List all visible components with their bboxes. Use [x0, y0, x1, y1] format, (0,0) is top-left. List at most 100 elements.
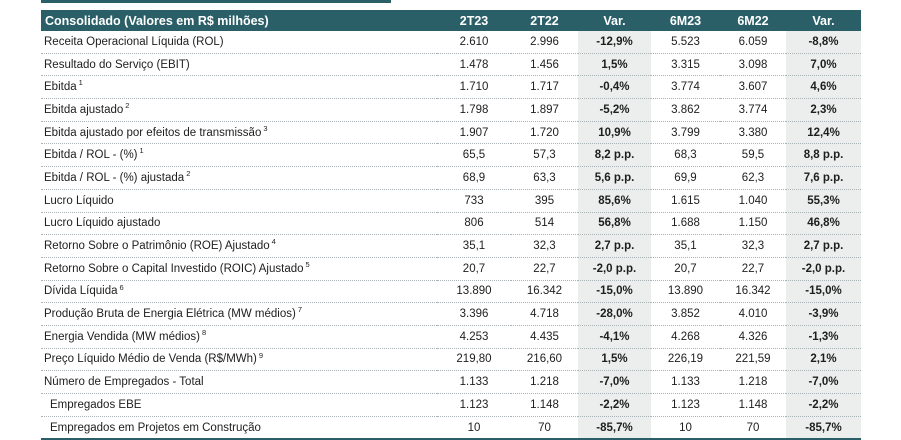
row-label: Retorno Sobre o Patrimônio (ROE) Ajustad…: [44, 240, 270, 253]
row-label-cell: Ebitda ajustado 2: [41, 98, 437, 122]
value-cell: 6.059: [720, 31, 786, 54]
value-cell: 16.342: [511, 280, 578, 304]
variation-cell: -5,2%: [578, 98, 651, 122]
row-label-cell: Ebitda / ROL - (%) ajustada 2: [41, 166, 437, 190]
row-label: Energia Vendida (MW médios): [44, 330, 200, 343]
variation-cell: -15,0%: [578, 280, 651, 304]
value-cell: 1.720: [511, 121, 578, 145]
value-cell: 35,1: [437, 234, 511, 258]
row-label: Empregados EBE: [50, 398, 142, 411]
value-cell: 1.150: [720, 212, 786, 236]
value-cell: 69,9: [651, 166, 720, 190]
row-label-cell: Preço Líquido Médio de Venda (R$/MWh) 9: [41, 348, 437, 372]
value-cell: 1.897: [511, 98, 578, 122]
row-label: Ebitda: [44, 81, 77, 94]
variation-cell: -2,2%: [578, 393, 651, 417]
variation-cell: 56,8%: [578, 212, 651, 236]
table-row: Dívida Líquida 6 13.890 16.342 -15,0% 13.890 1…: [41, 280, 861, 304]
value-cell: 226,19: [651, 348, 720, 372]
variation-cell: -2,0 p.p.: [578, 257, 651, 281]
value-cell: 13.890: [651, 280, 720, 304]
row-label: Produção Bruta de Energia Elétrica (MW m…: [44, 308, 296, 321]
table-row: Receita Operacional Líquida (ROL) 2.610 2.…: [41, 31, 861, 54]
financial-summary-table: Consolidado (Valores em R$ milhões) 2T23…: [41, 10, 861, 440]
row-label-cell: Produção Bruta de Energia Elétrica (MW m…: [41, 302, 437, 326]
row-label: Resultado do Serviço (EBIT): [44, 58, 190, 71]
table-row: Retorno Sobre o Capital Investido (ROIC)…: [41, 257, 861, 281]
row-label-cell: Ebitda 1: [41, 75, 437, 100]
value-cell: 1.478: [437, 53, 511, 77]
value-cell: 1.218: [720, 370, 786, 394]
table-row: Número de Empregados - Total 1.133 1.218 -7…: [41, 370, 861, 394]
value-cell: 4.435: [511, 325, 578, 349]
variation-cell: 2,7 p.p.: [578, 234, 651, 258]
value-cell: 1.907: [437, 121, 511, 145]
value-cell: 1.798: [437, 98, 511, 122]
table-row: Ebitda / ROL - (%) ajustada 2 68,9 63,3 5,6 …: [41, 166, 861, 190]
row-label: Preço Líquido Médio de Venda (R$/MWh): [44, 353, 257, 366]
value-cell: 733: [437, 189, 511, 213]
variation-cell: 55,3%: [786, 189, 861, 213]
value-cell: 22,7: [511, 257, 578, 281]
variation-cell: 7,6 p.p.: [786, 166, 861, 190]
value-cell: 3.396: [437, 302, 511, 326]
value-cell: 5.523: [651, 31, 720, 54]
value-cell: 62,3: [720, 166, 786, 190]
footnote-marker: 3: [263, 123, 268, 133]
value-cell: 32,3: [720, 234, 786, 258]
value-cell: 70: [720, 416, 786, 440]
row-label-cell: Empregados EBE: [41, 393, 437, 417]
variation-cell: -85,7%: [786, 416, 861, 440]
variation-cell: 12,4%: [786, 121, 861, 145]
value-cell: 4.326: [720, 325, 786, 349]
table-row: Energia Vendida (MW médios) 8 4.253 4.435 -4…: [41, 325, 861, 349]
footnote-marker: 9: [258, 350, 264, 360]
variation-cell: 1,5%: [578, 348, 651, 372]
row-label: Dívida Líquida: [44, 285, 118, 298]
variation-cell: -3,9%: [786, 302, 861, 326]
variation-cell: 8,8 p.p.: [786, 143, 861, 168]
value-cell: 3.315: [651, 53, 720, 77]
variation-cell: -85,7%: [578, 416, 651, 440]
value-cell: 13.890: [437, 280, 511, 304]
value-cell: 10: [437, 416, 511, 440]
row-label: Ebitda / ROL - (%) ajustada: [44, 171, 185, 184]
value-cell: 3.098: [720, 53, 786, 77]
value-cell: 2.996: [511, 31, 578, 54]
row-label: Ebitda / ROL - (%): [44, 149, 138, 162]
variation-cell: -12,9%: [578, 31, 651, 54]
value-cell: 3.799: [651, 121, 720, 145]
row-label: Lucro Líquido ajustado: [44, 217, 161, 230]
header-title: Consolidado (Valores em R$ milhões): [45, 13, 269, 28]
variation-cell: 8,2 p.p.: [578, 143, 651, 168]
row-label-cell: Resultado do Serviço (EBIT): [41, 53, 437, 77]
value-cell: 514: [511, 212, 578, 236]
footnote-marker: 5: [305, 259, 310, 269]
value-cell: 1.133: [437, 370, 511, 394]
row-label-cell: Dívida Líquida 6: [41, 280, 437, 304]
row-label: Ebitda ajustado por efeitos de transmiss…: [44, 126, 262, 139]
value-cell: 20,7: [651, 257, 720, 281]
row-label-cell: Empregados em Projetos em Construção: [41, 416, 437, 440]
value-cell: 16.342: [720, 280, 786, 304]
row-label-cell: Retorno Sobre o Capital Investido (ROIC)…: [41, 257, 437, 281]
row-label-cell: Receita Operacional Líquida (ROL): [41, 31, 437, 54]
variation-cell: 85,6%: [578, 189, 651, 213]
header-2t23: 2T23: [459, 13, 489, 28]
table-row: Resultado do Serviço (EBIT) 1.478 1.456 1,5…: [41, 53, 861, 77]
row-label: Lucro Líquido: [44, 194, 114, 207]
variation-cell: 2,1%: [786, 348, 861, 372]
value-cell: 1.688: [651, 212, 720, 236]
header-2t22: 2T22: [530, 13, 559, 28]
variation-cell: -0,4%: [578, 75, 651, 100]
row-label: Número de Empregados - Total: [44, 376, 204, 389]
variation-cell: 5,6 p.p.: [578, 166, 651, 190]
row-label: Receita Operacional Líquida (ROL): [44, 35, 224, 48]
variation-cell: 4,6%: [786, 75, 861, 100]
variation-cell: 46,8%: [786, 212, 861, 236]
variation-cell: -4,1%: [578, 325, 651, 349]
value-cell: 3.380: [720, 121, 786, 145]
variation-cell: 1,5%: [578, 53, 651, 77]
value-cell: 22,7: [720, 257, 786, 281]
row-label-cell: Ebitda ajustado por efeitos de transmiss…: [41, 121, 437, 145]
